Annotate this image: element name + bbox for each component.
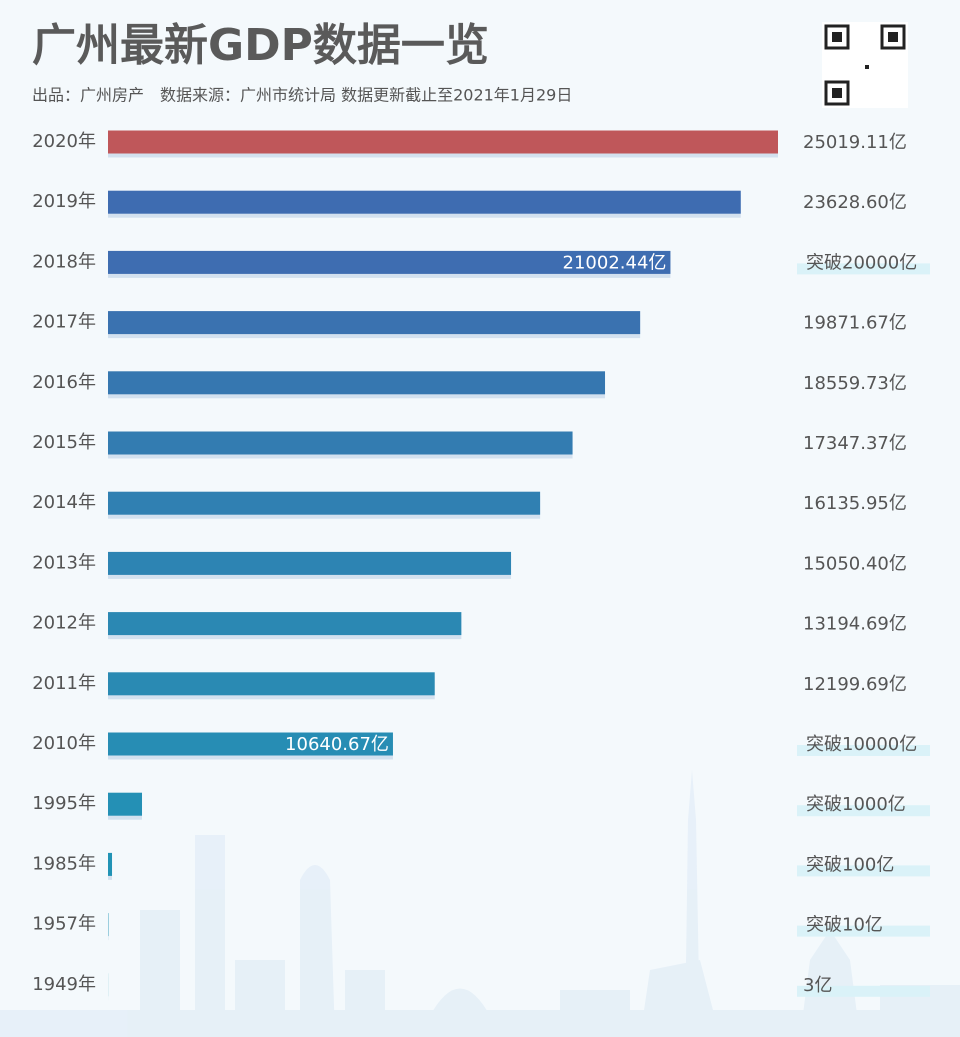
y-tick-label: 2010年 [32,733,96,754]
value-label: 17347.37亿 [803,433,907,454]
milestone-label: 突破1000亿 [806,794,906,815]
milestone-label: 突破20000亿 [806,252,917,273]
y-tick-label: 2019年 [32,191,96,212]
milestone-label: 突破100亿 [806,854,894,875]
qr-finder [832,88,842,98]
value-label: 12199.69亿 [803,674,907,695]
milestone-label: 突破10亿 [806,915,883,936]
y-tick-label: 1949年 [32,974,96,995]
milestone-label: 突破10000亿 [806,734,917,755]
value-label: 16135.95亿 [803,493,907,514]
bar [108,250,671,274]
y-tick-label: 2012年 [32,613,96,634]
value-label: 21002.44亿 [563,252,667,273]
y-tick-label: 2020年 [32,131,96,152]
value-label: 18559.73亿 [803,373,907,394]
y-tick-label: 1985年 [32,853,96,874]
y-tick-label: 1995年 [32,793,96,814]
chart-subtitle: 出品：广州房产 数据来源：广州市统计局 数据更新截止至2021年1月29日 [32,86,572,105]
y-tick-label: 1957年 [32,914,96,935]
qr-finder [880,24,906,50]
milestone-highlight [797,865,930,877]
milestone-highlight [797,925,930,937]
value-label: 3亿 [803,975,832,996]
bar [108,852,113,876]
y-tick-label: 2014年 [32,492,96,513]
bar [108,371,606,395]
value-label: 13194.69亿 [803,614,907,635]
bar [108,311,641,335]
qr-finder [824,80,850,106]
y-tick-label: 2017年 [32,312,96,333]
milestone-highlight [797,745,930,756]
qr-finder [888,32,898,42]
bar [108,190,741,214]
milestone-highlight [797,985,930,997]
milestone-highlight [797,263,930,275]
bar [108,612,462,636]
chart-title: 广州最新GDP数据一览 [32,20,489,71]
bar [108,732,393,756]
qr-finder [824,24,850,50]
bar [108,672,435,696]
value-label: 10640.67亿 [285,734,389,755]
y-tick-label: 2018年 [32,251,96,272]
y-tick-label: 2015年 [32,432,96,453]
y-tick-label: 2013年 [32,552,96,573]
qr-finder [832,32,842,42]
bar [108,431,573,455]
bar [108,551,512,575]
value-label: 19871.67亿 [803,313,907,334]
value-label: 23628.60亿 [803,192,907,213]
qr-code [822,22,908,108]
bar [108,130,778,154]
value-label: 15050.40亿 [803,553,907,574]
value-label: 25019.11亿 [803,132,907,153]
y-tick-label: 2016年 [32,372,96,393]
bar [108,792,143,816]
bar [108,491,541,515]
qr-cell [865,65,869,69]
milestone-highlight [797,805,930,817]
y-tick-label: 2011年 [32,673,96,694]
